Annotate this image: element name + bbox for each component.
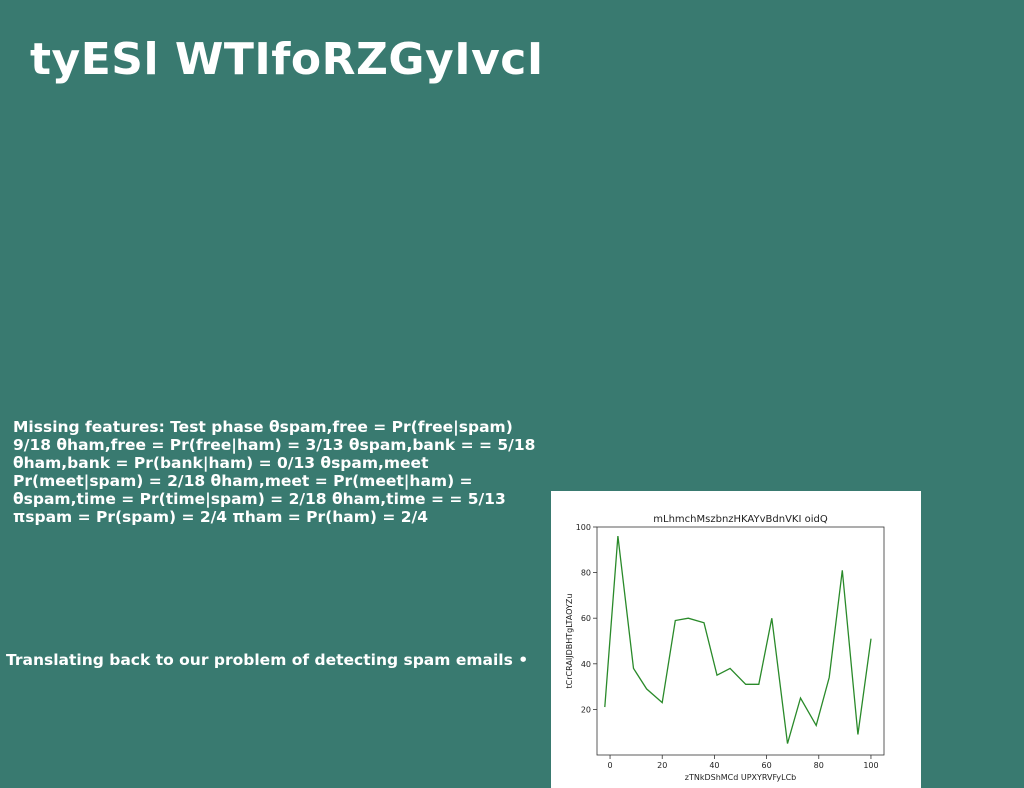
x-tick-label: 80: [814, 761, 824, 770]
x-tick-label: 60: [761, 761, 771, 770]
plot-frame: [596, 526, 885, 756]
x-tick-label: 100: [863, 761, 878, 770]
slide-caption-text: Translating back to our problem of detec…: [6, 651, 529, 669]
y-axis-label: tCrCRAIJDBHTgLTAOYZu: [565, 594, 574, 689]
y-axis: 20 40 60 80 100: [576, 523, 597, 714]
slide-body-text: Missing features: Test phase θspam,free …: [13, 418, 536, 526]
y-tick-label: 80: [581, 569, 591, 578]
x-tick-label: 40: [709, 761, 719, 770]
series-line: [604, 536, 872, 744]
y-tick-label: 40: [581, 660, 591, 669]
y-tick-label: 100: [576, 523, 591, 532]
slide-title: tyESl WTIfoRZGyIvcI: [30, 34, 544, 85]
x-axis-label: zTNkDShMCd UPXYRVFyLCb: [685, 773, 796, 782]
x-tick-label: 0: [607, 761, 612, 770]
line-chart-figure: mLhmchMszbnzHKAYvBdnVKI oidQ 0 20 40 60 80 10…: [551, 491, 921, 788]
y-tick-label: 60: [581, 614, 591, 623]
line-chart: mLhmchMszbnzHKAYvBdnVKI oidQ 0 20 40 60 80 10…: [565, 514, 885, 782]
x-axis: 0 20 40 60 80 100: [607, 755, 879, 770]
y-tick-label: 20: [581, 705, 591, 714]
x-tick-label: 20: [657, 761, 667, 770]
chart-title: mLhmchMszbnzHKAYvBdnVKI oidQ: [653, 514, 828, 525]
